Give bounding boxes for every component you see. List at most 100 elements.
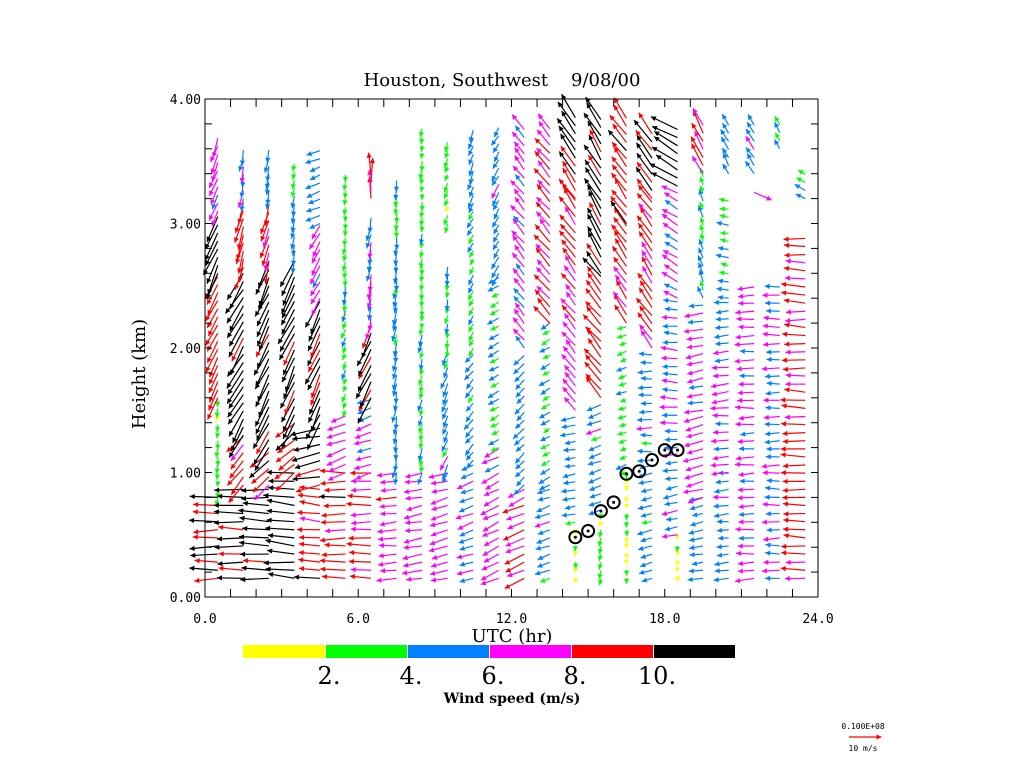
wind-vector (785, 559, 806, 566)
arrow-head (466, 405, 472, 412)
wind-vector (783, 242, 806, 248)
arrow-head (561, 488, 567, 494)
wind-vector (512, 267, 525, 284)
arrow-head (763, 536, 769, 542)
wind-vector (308, 233, 321, 250)
wind-vector (490, 256, 500, 270)
wind-vector (513, 295, 525, 308)
arrow-head (393, 424, 399, 430)
wind-vector (619, 341, 627, 347)
wind-vector (310, 406, 321, 432)
wind-vector (588, 134, 602, 161)
arrow-head (619, 422, 626, 428)
wind-vector (722, 152, 730, 166)
wind-vector (534, 224, 551, 243)
arrow-head (255, 401, 261, 407)
wind-vector (639, 207, 653, 227)
wind-vector (205, 348, 219, 373)
arrow-head (468, 319, 474, 325)
arrow-head (419, 252, 425, 258)
wind-vector (623, 485, 630, 491)
arrow-head (358, 370, 363, 377)
arrow-head (214, 468, 220, 474)
wind-vector (406, 504, 423, 512)
wind-vector (712, 429, 729, 435)
wind-vector (419, 350, 425, 359)
arrow-head (538, 121, 544, 127)
y-tick-label: 0.00 (170, 591, 201, 606)
wind-vector (239, 149, 246, 166)
arrow-head (714, 488, 720, 494)
wind-vector (540, 363, 551, 371)
arrow-head (290, 183, 297, 190)
wind-vector (717, 246, 729, 252)
wind-vector (684, 312, 704, 319)
arrow-head (227, 411, 233, 418)
wind-vector (611, 224, 627, 243)
arrow-head (227, 294, 233, 300)
arrow-head (485, 484, 492, 490)
wind-vector (588, 412, 602, 420)
arrow-head (561, 331, 568, 338)
arrow-head (214, 500, 220, 507)
arrow-head (298, 534, 305, 541)
arrow-head (481, 459, 488, 465)
wind-vector (533, 234, 551, 251)
wind-vector (492, 159, 500, 169)
wind-vector (419, 177, 425, 185)
wind-vector (468, 250, 475, 258)
arrow-head (392, 351, 398, 357)
arrow-head (393, 194, 399, 200)
arrow-head (661, 510, 668, 516)
wind-vector (782, 494, 806, 501)
arrow-head (305, 184, 311, 190)
arrow-head (488, 335, 495, 340)
arrow-head (290, 243, 296, 250)
wind-vector (563, 480, 576, 486)
arrow-head (347, 493, 353, 499)
arrow-head (537, 184, 543, 190)
wind-vector (637, 222, 653, 244)
arrow-head (218, 565, 224, 571)
arrow-head (715, 341, 721, 347)
wind-vector (686, 393, 704, 399)
arrow-head (350, 478, 356, 484)
wind-vector (674, 545, 681, 552)
arrow-head (515, 197, 521, 203)
arrow-head (444, 305, 450, 312)
arrow-head (349, 550, 355, 556)
arrow-head (443, 193, 449, 199)
arrow-head (309, 243, 315, 250)
arrow-head (393, 232, 400, 238)
arrow-head (716, 552, 723, 558)
arrow-head (417, 420, 423, 427)
wind-vector (664, 306, 678, 312)
arrow-head (378, 542, 384, 549)
wind-vector (377, 536, 397, 542)
arrow-head (367, 259, 373, 266)
wind-vector (561, 239, 576, 258)
arrow-head (209, 214, 214, 221)
arrow-head (440, 464, 445, 471)
wind-vector (467, 291, 474, 301)
arrow-head (562, 386, 568, 393)
arrow-head (586, 251, 592, 257)
wind-vector (664, 428, 678, 434)
arrow-head (232, 437, 238, 443)
wind-vector (641, 440, 653, 447)
arrow-head (560, 417, 567, 423)
arrow-head (623, 570, 630, 576)
arrow-head (783, 298, 790, 304)
arrow-head (266, 498, 273, 504)
arrow-head (785, 318, 791, 324)
arrow-head (215, 416, 221, 422)
wind-vector (661, 213, 678, 226)
arrow-head (331, 417, 337, 423)
arrow-head (291, 165, 297, 172)
arrow-head (216, 536, 223, 542)
arrow-head (637, 215, 643, 222)
wind-vector (615, 390, 627, 396)
arrow-head (443, 227, 449, 234)
arrow-head (614, 147, 619, 153)
wind-vector (419, 136, 425, 145)
